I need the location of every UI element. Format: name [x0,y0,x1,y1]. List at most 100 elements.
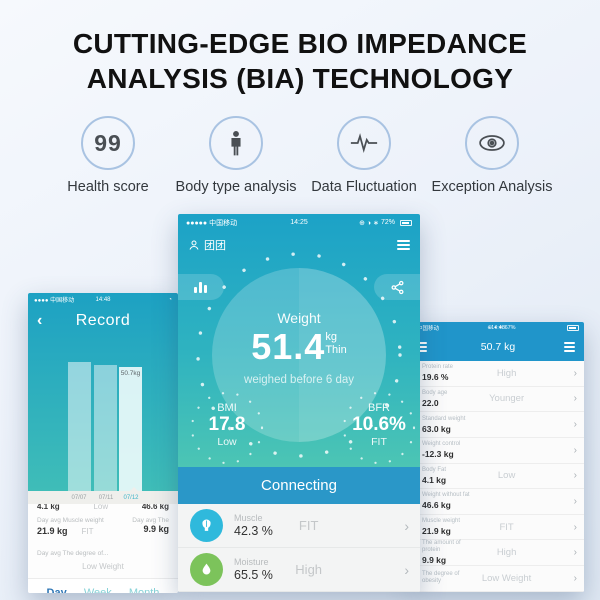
metric-row-protein-amount[interactable]: The amount of protein 9.9 kg High › [412,540,584,567]
user-name: 团团 [204,240,226,252]
metric-state: High [496,367,517,379]
chevron-right-icon: › [573,367,577,379]
metric-list: Protein rate 19.6 % High › Body age 22.0 Y… [412,361,584,592]
main-screen-phone: ●●●●● 中国移动 14:25 ⊕ ◑ ∗ 72% 团团 [178,214,420,592]
menu-icon[interactable] [564,342,575,352]
connecting-button[interactable]: Connecting [178,467,420,504]
protein-label: Day avg The [132,517,169,524]
weighed-note: weighed before 6 day [244,374,354,386]
metric-row-body-fat[interactable]: Body Fat 4.1 kg Low › [412,463,584,490]
record-title: Record [75,312,131,329]
metric-label: Standard weight [422,415,466,422]
metric-label: The degree of obesity [422,571,460,585]
weight-bar-2[interactable] [94,365,117,491]
chevron-right-icon: › [573,470,577,482]
fat-state: Low [93,504,109,511]
weight-bar-1[interactable] [68,362,91,491]
carrier-text: ●●●●● 中国移动 [186,219,238,227]
metric-label: The amount of protein [422,540,461,554]
metric-state: FIT [499,521,514,533]
weight-state: Thin [325,344,347,356]
metric-state: High [496,547,517,559]
metric-value: 9.9 kg [422,555,447,566]
share-button[interactable] [374,274,420,300]
moisture-icon [190,553,223,586]
history-chart-button[interactable] [178,274,224,300]
metric-value: -12.3 kg [422,449,454,460]
degree-label: Day avg The degree of... [37,550,109,557]
metric-row-weight-without-fat[interactable]: Weight without fat 46.6 kg › [412,489,584,515]
status-time: 14:48 [491,324,505,331]
feature-label: Exception Analysis [431,179,553,195]
dial-area: ●●●●● 中国移动 14:25 ⊕ ◑ ∗ 72% 团团 [178,214,420,467]
back-button[interactable]: ‹ [37,312,43,329]
metric-row-weight-control[interactable]: Weight control -12.3 kg › [412,437,584,464]
metric-label: Body age [422,389,448,396]
weight-value: 51.4 [251,326,326,367]
status-bar: 中国移动 14:48 ⊕ ◑ ∗ 67% [412,322,584,333]
carrier-text: 中国移动 [417,325,440,332]
day-avg-fat-row: 4.1 kg Low 46.6 kg [37,504,169,511]
metric-row-obesity-degree[interactable]: The degree of obesity Low Weight › [412,566,584,592]
fat-value: 4.1 kg [37,504,60,511]
bfr-label: BFR [368,402,390,414]
metric-value: 63.0 kg [422,423,451,434]
muscle-weight-state: FIT [81,527,94,536]
metric-state: Low Weight [481,573,532,585]
chevron-right-icon: › [573,419,577,431]
metric-row-muscle-weight[interactable]: Muscle weight 21.9 kg FIT › [412,514,584,541]
moisture-state: High [295,562,323,577]
bfr-value: 10.6% [352,414,406,435]
detail-header: 50.7 kg [412,333,584,361]
day-average-panel: 4.1 kg Low 46.6 kg Day avg Muscle weight… [28,504,178,578]
feature-label: Data Fluctuation [311,179,417,195]
detail-screen-phone: 中国移动 14:48 ⊕ ◑ ∗ 67% 50.7 kg Protein rat… [412,322,584,592]
metric-row-protein-rate[interactable]: Protein rate 19.6 % High › [412,361,584,387]
chevron-right-icon: › [404,517,409,534]
share-icon [391,280,403,294]
status-bar: ●●●●● 中国移动 14:25 ⊕ ◑ ∗ 72% [178,214,420,231]
headline-line1: CUTTING-EDGE BIO IMPEDANCE [72,28,528,59]
moisture-value: 65.5 % [234,568,273,582]
bmi-label: BMI [217,402,237,414]
date-tick[interactable]: 07/07 [71,494,87,501]
weight-bar-3[interactable]: 50.7kg [119,367,142,491]
back-menu-icon[interactable] [416,342,575,352]
metric-state: Younger [489,393,525,405]
menu-icon[interactable] [397,239,410,251]
feature-exception-analysis: Exception Analysis [428,116,556,195]
feature-label: Body type analysis [175,179,297,195]
score-value: 99 [94,129,122,156]
headline-line2: ANALYSIS (BIA) TECHNOLOGY [86,63,514,94]
moisture-row[interactable]: Moisture 65.5 % High › [178,548,420,592]
feature-label: Health score [67,179,149,195]
tab-day[interactable]: Day [46,586,67,594]
metric-row-body-age[interactable]: Body age 22.0 Younger › [412,386,584,413]
date-tick[interactable]: 07/11 [98,494,114,501]
user-profile-button[interactable]: 团团 [188,237,226,253]
feature-health-score: 99 Health score [44,116,172,195]
muscle-weight-value: 21.9 kg [37,526,68,536]
health-score-badge-icon: 99 [81,116,135,170]
pulse-icon [337,116,391,170]
status-icons: ⊕ ◑ ∗ 72% [359,219,412,227]
weight-title: 50.7 kg [480,341,516,353]
eye-icon [465,116,519,170]
tab-week[interactable]: Week [83,586,112,594]
bfr-state: FIT [371,436,387,448]
metric-value: 21.9 kg [422,526,451,537]
weight-without-fat-value: 46.6 kg [141,504,169,511]
bmi-state: Low [217,436,237,448]
metric-label: Body Fat [422,466,447,473]
metric-value: 4.1 kg [422,474,447,485]
muscle-row[interactable]: Muscle 42.3 % FIT › [178,504,420,548]
date-tick-active[interactable]: 07/12 [123,494,139,501]
metric-label: Protein rate [422,364,454,371]
muscle-icon [190,509,223,542]
chevron-right-icon: › [573,393,577,405]
metric-value: 19.6 % [422,372,449,383]
metric-row-standard-weight[interactable]: Standard weight 63.0 kg › [412,412,584,438]
metric-label: Weight control [422,441,461,448]
tab-month[interactable]: Month [128,586,160,594]
